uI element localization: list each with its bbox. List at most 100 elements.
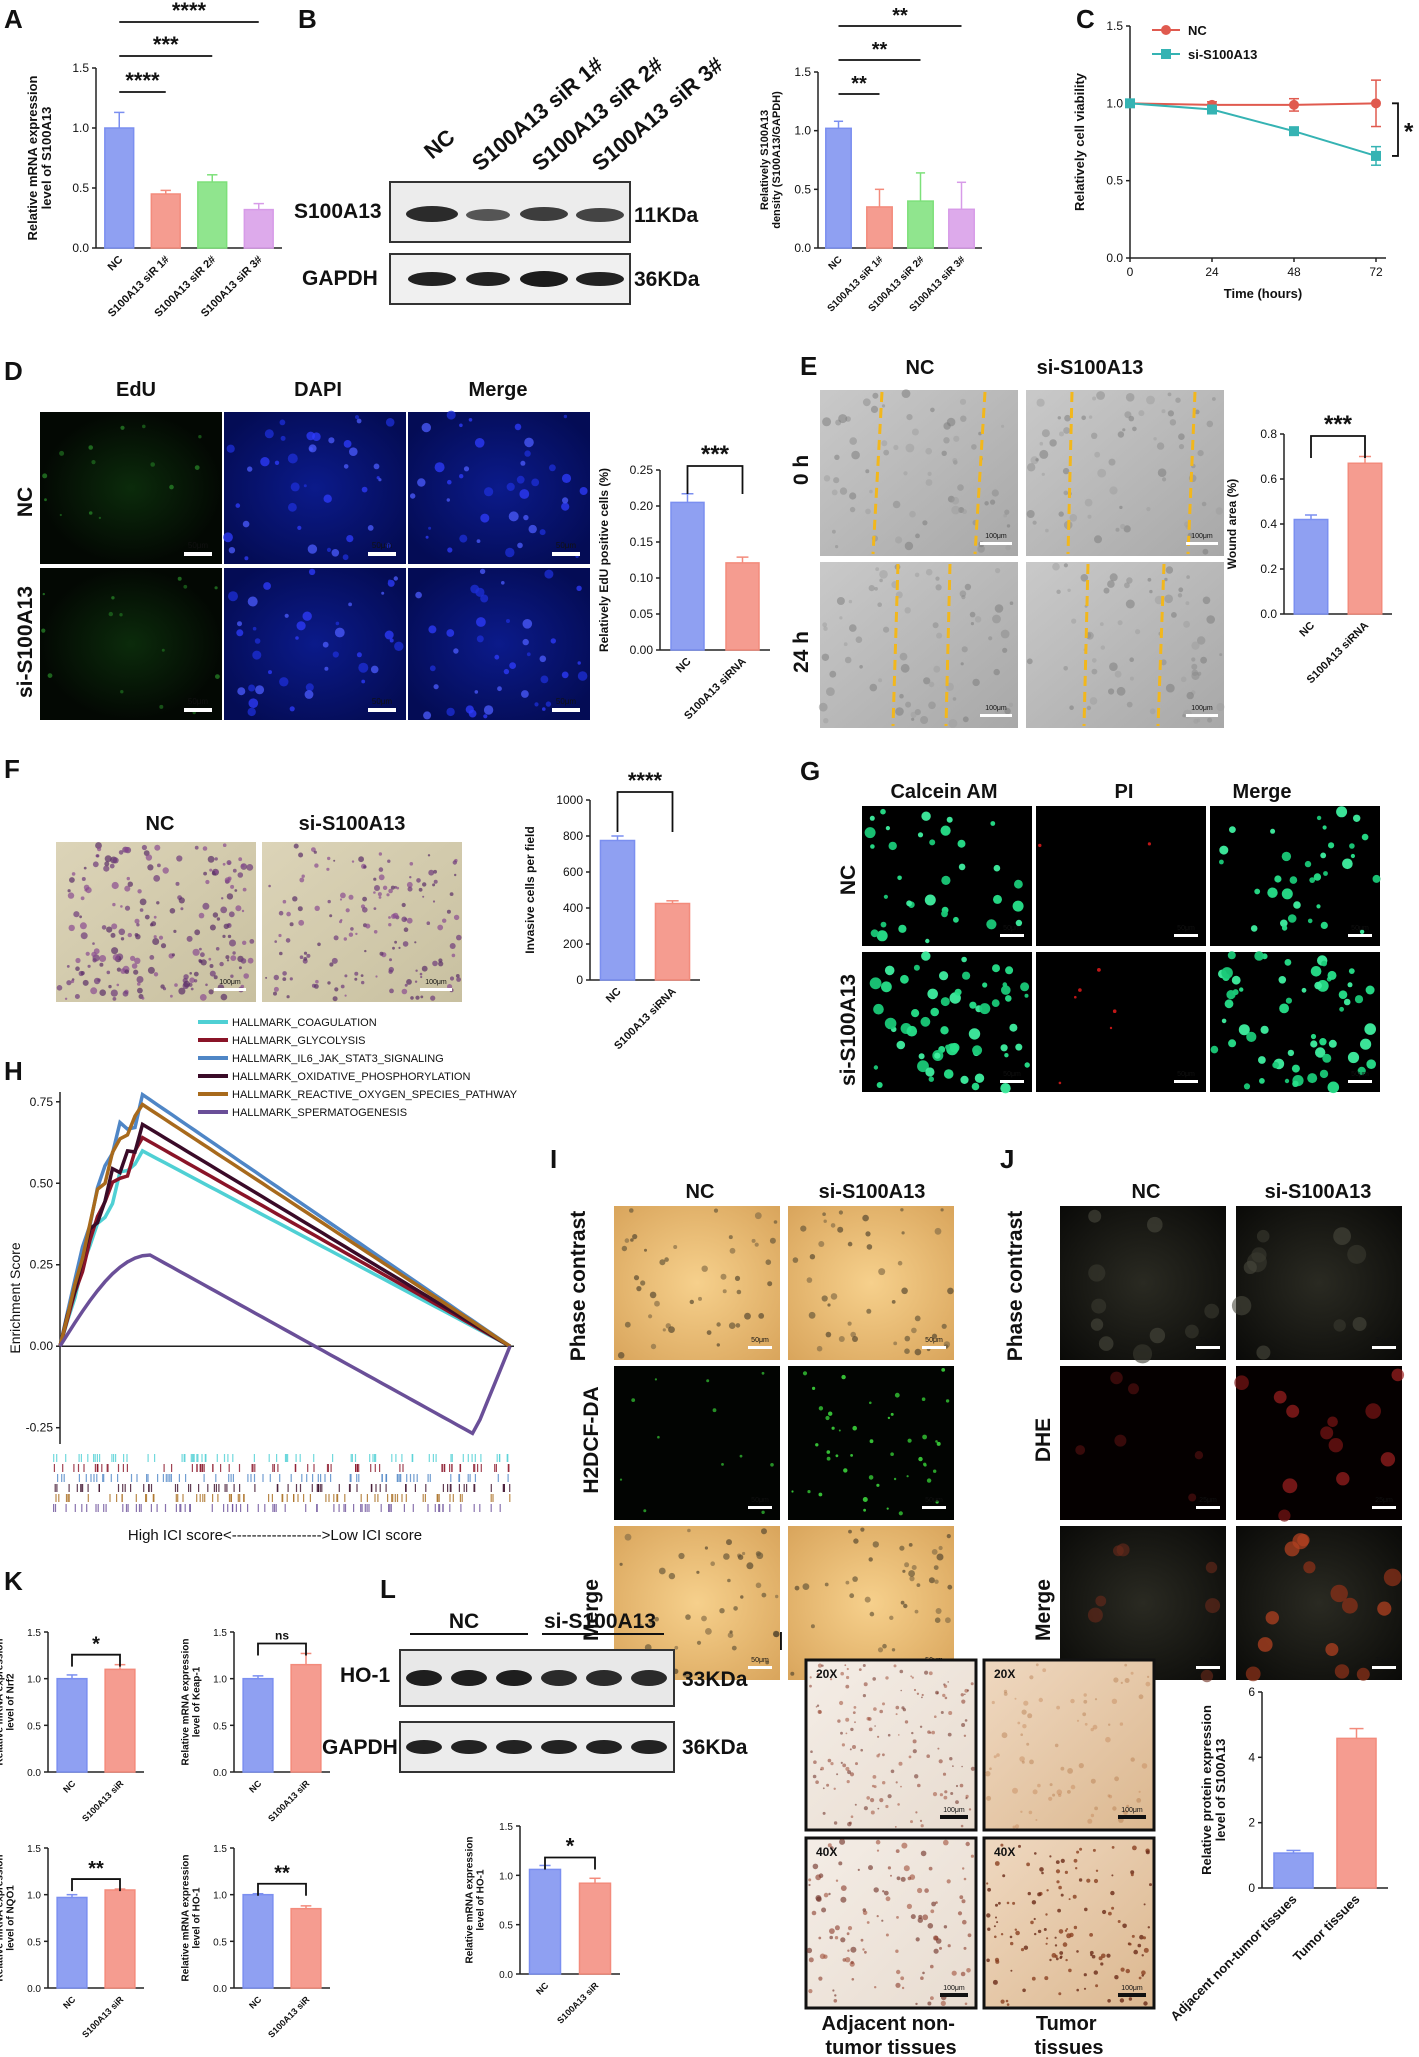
cell <box>517 476 525 484</box>
cell <box>193 949 200 956</box>
cell <box>744 1313 751 1320</box>
cell <box>422 896 424 898</box>
cell <box>1073 1895 1077 1899</box>
y-tick-label: 0.50 <box>30 1176 54 1190</box>
cell <box>111 947 118 954</box>
cell <box>922 1914 928 1920</box>
cell <box>237 687 245 695</box>
cell <box>960 1076 968 1084</box>
cell <box>48 673 53 678</box>
x-tick-label: 72 <box>1369 265 1383 279</box>
cell <box>1109 662 1118 671</box>
cell <box>1348 982 1353 987</box>
cell <box>1104 588 1110 594</box>
cell <box>912 429 919 436</box>
cell <box>386 893 389 896</box>
cell <box>742 1552 745 1555</box>
scale-bar <box>922 1506 946 1509</box>
cell <box>1207 421 1214 428</box>
cell <box>541 676 549 684</box>
cell <box>936 633 942 639</box>
cell <box>578 671 588 681</box>
cell <box>1112 1806 1116 1810</box>
cell <box>154 935 157 938</box>
cell <box>901 1706 904 1709</box>
cell <box>659 1568 666 1575</box>
cell <box>846 1676 849 1679</box>
legend-label: HALLMARK_REACTIVE_OXYGEN_SPECIES_PATHWAY <box>232 1089 518 1101</box>
cell <box>934 1949 939 1954</box>
cell <box>870 684 878 692</box>
cell <box>927 2002 931 2006</box>
cell <box>1117 1543 1130 1556</box>
cell <box>534 702 538 706</box>
cell <box>1046 1943 1048 1945</box>
cell <box>1325 1643 1338 1656</box>
kda-label: 36KDa <box>682 1736 748 1759</box>
cell <box>860 1749 863 1752</box>
cell <box>697 1641 701 1645</box>
cell <box>1063 427 1070 434</box>
cell <box>285 614 289 618</box>
cell <box>147 864 153 870</box>
cell <box>862 1215 869 1222</box>
cell <box>417 478 425 486</box>
cell <box>1192 670 1198 676</box>
cell <box>1048 1797 1052 1801</box>
cell <box>920 1726 922 1728</box>
cell <box>902 1570 905 1573</box>
cell <box>889 1616 893 1620</box>
cell <box>383 886 387 890</box>
cell <box>928 472 932 476</box>
significance-bracket <box>688 466 743 494</box>
cell <box>773 1631 779 1637</box>
cell <box>832 490 838 496</box>
cell <box>625 1322 631 1328</box>
y-tick-label: 0.5 <box>27 1721 41 1732</box>
cell <box>644 1249 647 1252</box>
cell <box>241 985 245 989</box>
cell <box>375 975 377 977</box>
row-label: 0 h <box>790 455 813 485</box>
cell <box>1110 1372 1123 1385</box>
cell <box>1067 589 1070 592</box>
cell <box>1257 1230 1270 1243</box>
cell <box>216 947 220 951</box>
cell <box>1044 1928 1047 1931</box>
cell <box>1183 621 1190 628</box>
cell <box>1132 1935 1135 1938</box>
cell <box>869 490 873 494</box>
panel-label-h: H <box>4 1056 23 1086</box>
cell <box>243 888 247 892</box>
cell <box>137 889 141 893</box>
cell <box>1029 1760 1034 1765</box>
axis-label: Relatively EdU positive cells (%) <box>597 468 611 652</box>
cell <box>842 1743 845 1746</box>
cell <box>971 622 974 625</box>
cell <box>865 1231 870 1236</box>
cell <box>1246 1032 1256 1042</box>
cell <box>205 880 209 884</box>
cell <box>886 826 890 830</box>
magnification-label: 20X <box>816 1667 837 1681</box>
cell <box>910 1820 913 1823</box>
cell <box>634 1275 639 1280</box>
cell <box>989 1767 992 1770</box>
cell <box>1357 1668 1370 1681</box>
cell <box>248 597 258 607</box>
cell <box>410 996 414 1000</box>
cell <box>148 967 155 974</box>
cell <box>943 437 949 443</box>
cell <box>446 708 454 716</box>
cell <box>911 1732 913 1734</box>
cell <box>894 1478 896 1480</box>
cell <box>292 896 297 901</box>
cell <box>394 642 403 651</box>
axis-label: Invasive cells per field <box>523 826 537 953</box>
cell <box>766 1259 772 1265</box>
bar <box>243 1895 273 1988</box>
cell <box>877 1850 879 1852</box>
cell <box>952 1765 954 1767</box>
cell <box>346 908 350 912</box>
magnification-label: 20X <box>994 1667 1015 1681</box>
